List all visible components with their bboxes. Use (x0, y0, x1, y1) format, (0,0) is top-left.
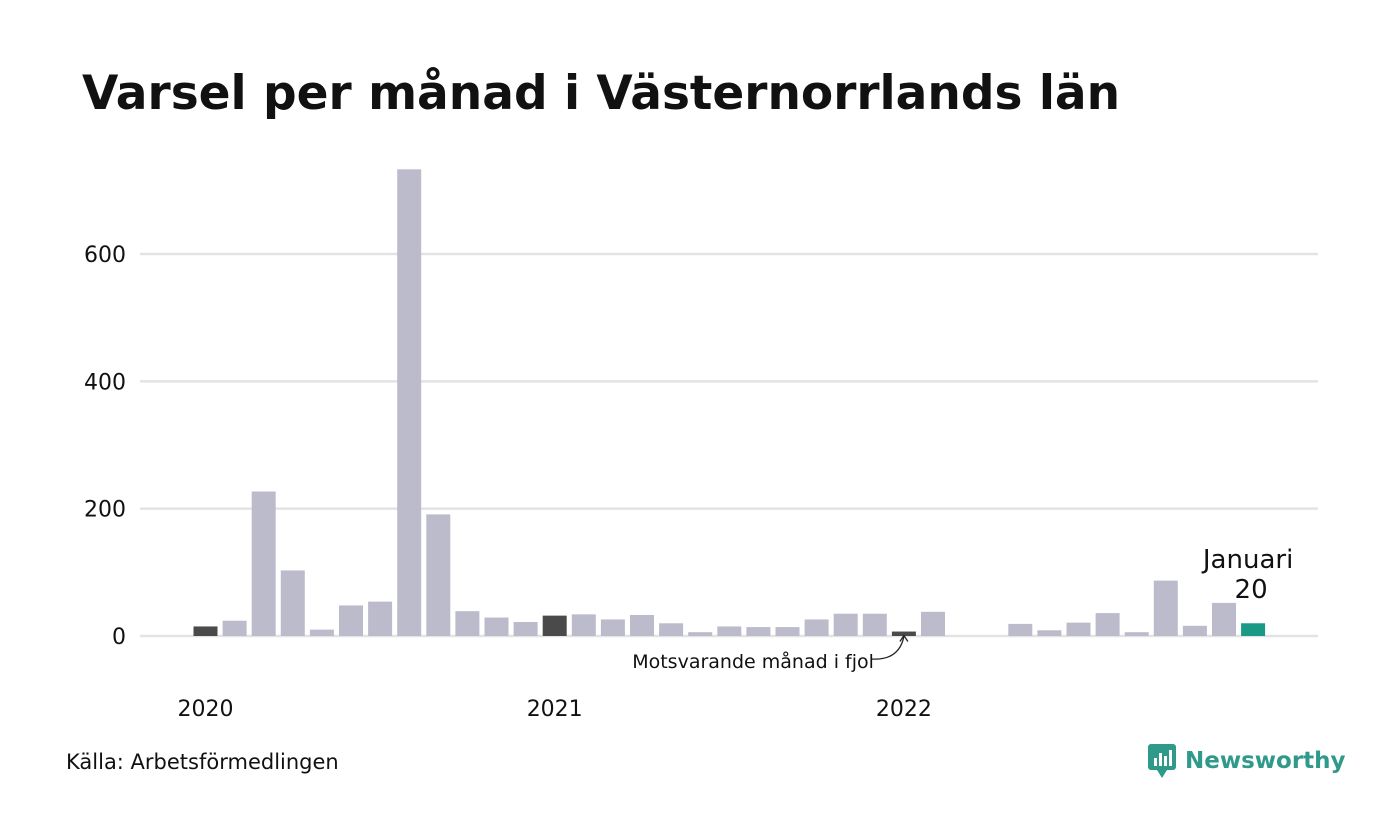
bar (426, 514, 451, 636)
x-tick-label: 2022 (876, 697, 932, 722)
bar (251, 491, 276, 636)
bar (600, 619, 625, 636)
bar (513, 621, 538, 636)
current-month-label: Januari (1201, 545, 1293, 575)
newsworthy-logo-icon (1148, 744, 1176, 778)
bar (1095, 613, 1120, 636)
bar (1182, 625, 1207, 636)
y-tick-label: 400 (84, 370, 126, 395)
bar (1066, 622, 1091, 636)
bar (309, 629, 334, 636)
x-axis-ticks: 2020 2021 2022 (178, 697, 932, 722)
current-value-label: 20 (1235, 575, 1268, 605)
bar (746, 627, 771, 636)
bar (397, 169, 422, 636)
bar (193, 626, 218, 636)
previous-year-label: Motsvarande månad i fjol (632, 650, 874, 673)
y-tick-label: 600 (84, 243, 126, 268)
y-tick-label: 200 (84, 498, 126, 523)
bar (484, 617, 509, 636)
gridlines (140, 252, 1318, 638)
bar (688, 632, 713, 636)
bar (1008, 623, 1033, 636)
bar (717, 626, 742, 636)
bar (891, 631, 916, 636)
bar (368, 601, 393, 636)
bar (1037, 630, 1062, 636)
source-label: Källa: Arbetsförmedlingen (66, 750, 339, 774)
bar (862, 613, 887, 636)
bar (455, 611, 480, 636)
bar (630, 614, 654, 636)
bar (1153, 580, 1178, 636)
bar (1124, 632, 1149, 636)
bar (921, 611, 945, 636)
bar (542, 615, 567, 636)
x-tick-label: 2020 (178, 697, 234, 722)
annotation-arrowhead (899, 634, 909, 642)
y-tick-label: 0 (112, 625, 126, 650)
bar (659, 623, 684, 636)
bar (804, 619, 829, 636)
bar (280, 570, 305, 636)
bar (775, 627, 800, 636)
bars (193, 169, 1266, 636)
bar (833, 613, 858, 636)
annotation-arrow (870, 636, 905, 660)
brand-name: Newsworthy (1185, 748, 1346, 774)
bar (339, 605, 363, 636)
bar (571, 614, 596, 636)
bar (1212, 602, 1236, 636)
x-tick-label: 2021 (527, 697, 583, 722)
bar (1241, 623, 1266, 636)
y-axis-ticks: 0 200 400 600 (84, 243, 126, 650)
bar (222, 620, 247, 636)
chart-title: Varsel per månad i Västernorrlands län (82, 66, 1121, 121)
brand-logo: Newsworthy (1147, 743, 1346, 779)
